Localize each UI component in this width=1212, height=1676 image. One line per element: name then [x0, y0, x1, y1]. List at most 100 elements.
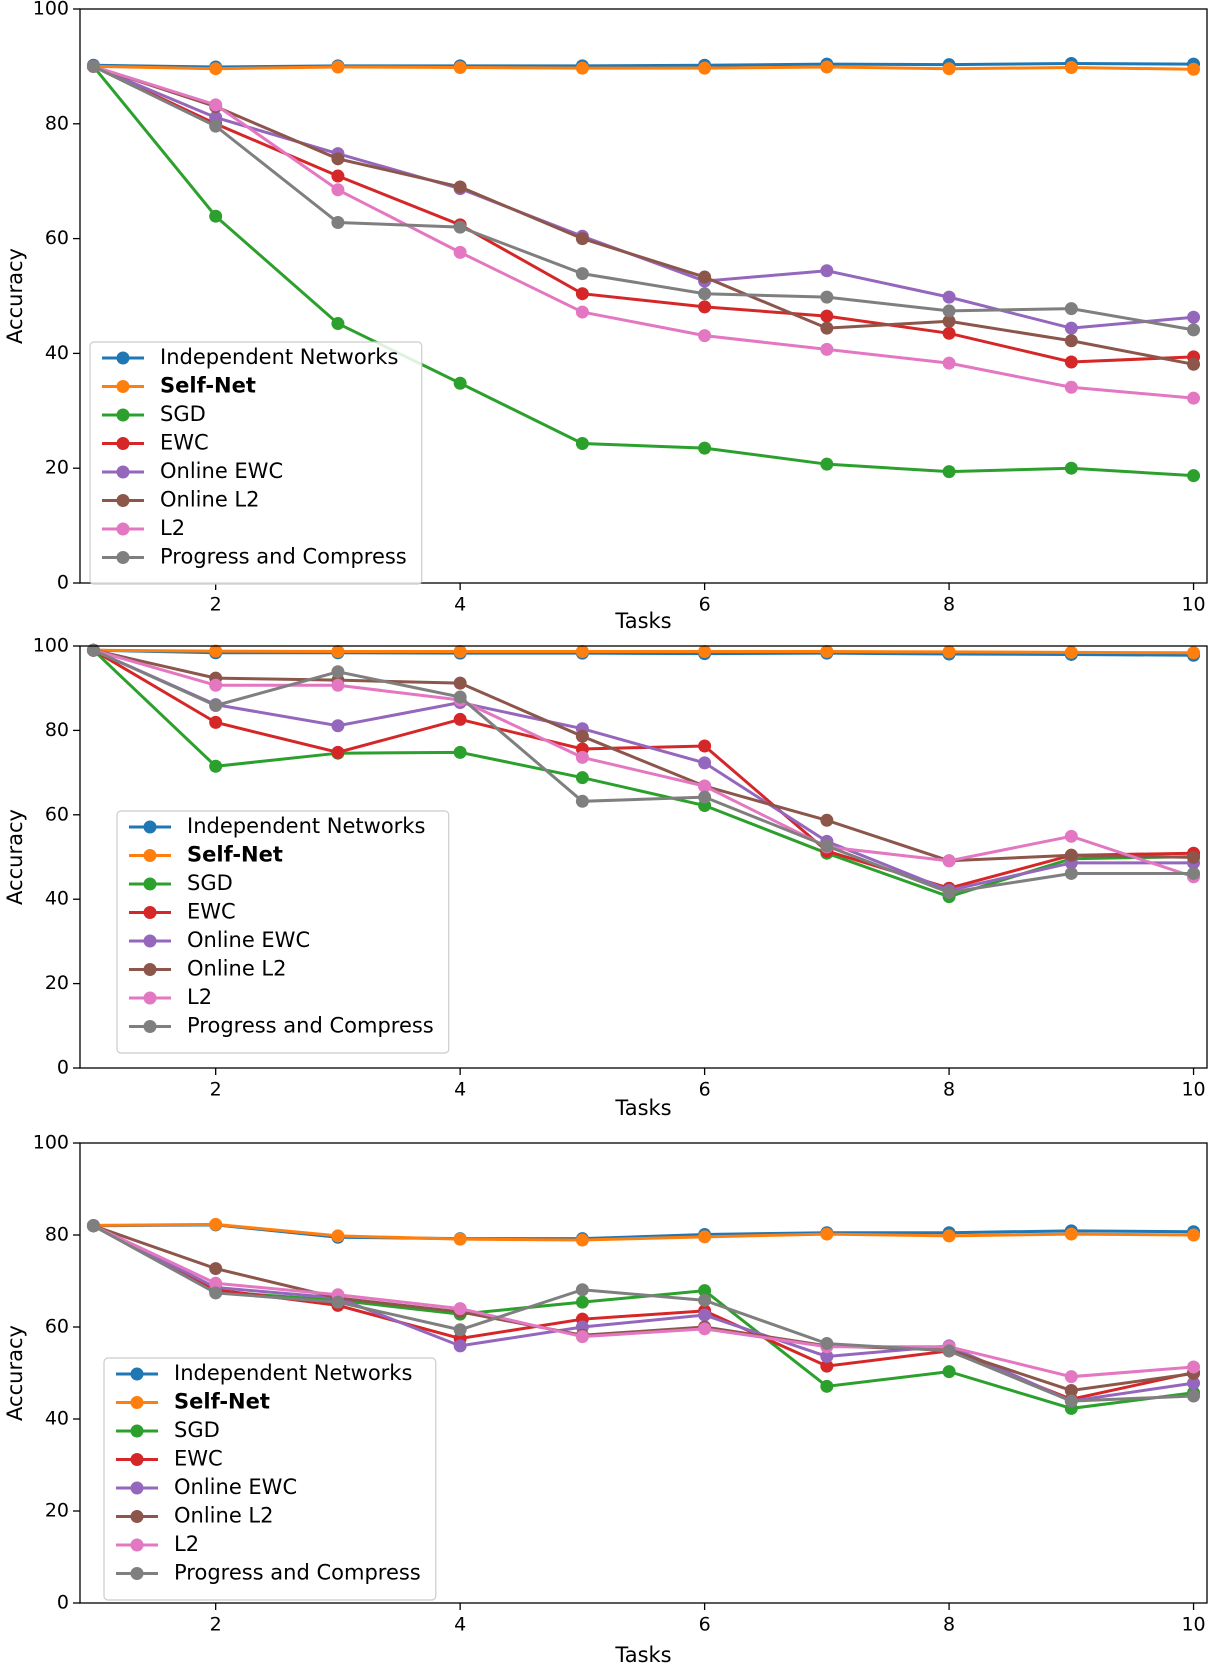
data-point — [942, 1365, 956, 1379]
legend-marker — [116, 494, 130, 507]
legend-label: Independent Networks — [160, 345, 398, 369]
data-point — [331, 317, 345, 331]
data-point — [698, 61, 712, 75]
legend-label: Online L2 — [187, 957, 286, 981]
legend-box — [116, 810, 450, 1054]
series-line — [93, 648, 1195, 879]
data-point — [331, 183, 345, 197]
legend-label: Self-Net — [160, 374, 256, 398]
legend-label: L2 — [174, 1532, 199, 1556]
data-point — [820, 1359, 834, 1373]
legend-marker — [143, 963, 157, 976]
data-point — [575, 729, 589, 743]
y-axis-label: Accuracy — [3, 248, 27, 344]
data-point — [942, 1229, 956, 1243]
data-point — [942, 885, 956, 899]
data-point — [820, 1337, 834, 1351]
data-point — [820, 60, 834, 74]
x-tick-label: 8 — [943, 1614, 955, 1636]
x-tick-label: 2 — [210, 1079, 222, 1101]
y-tick-label: 40 — [45, 888, 69, 910]
x-tick-label: 10 — [1181, 594, 1205, 616]
data-point — [209, 62, 223, 76]
y-tick-label: 100 — [33, 1132, 69, 1154]
data-point — [453, 1232, 467, 1246]
legend-label: L2 — [187, 985, 212, 1009]
data-point — [820, 309, 834, 323]
data-point — [331, 745, 345, 759]
data-point — [942, 854, 956, 868]
legend-marker — [130, 1424, 144, 1438]
legend-marker — [116, 437, 130, 450]
data-point — [1064, 1227, 1078, 1241]
data-point — [698, 1284, 712, 1298]
data-point — [1187, 866, 1201, 880]
y-tick-label: 0 — [57, 1592, 69, 1614]
data-point — [942, 645, 956, 659]
series-line — [92, 1224, 1194, 1393]
legend-marker — [143, 934, 157, 948]
y-tick-label: 100 — [33, 0, 69, 20]
data-point — [820, 1379, 834, 1393]
data-point — [453, 1302, 467, 1316]
data-point — [1064, 829, 1078, 843]
legend-marker — [143, 906, 157, 919]
legend-marker — [130, 1481, 144, 1495]
x-tick-label: 4 — [454, 1079, 466, 1101]
data-point — [1064, 61, 1078, 75]
x-tick-label: 6 — [699, 1614, 711, 1636]
data-point — [942, 62, 956, 76]
data-point — [820, 321, 834, 335]
data-point — [453, 644, 467, 658]
data-point — [1064, 302, 1078, 316]
data-point — [1064, 1383, 1078, 1397]
data-point — [1187, 310, 1201, 324]
data-point — [698, 1322, 712, 1336]
legend-marker — [143, 1020, 157, 1033]
data-point — [1064, 461, 1078, 475]
legend-marker — [143, 877, 157, 891]
y-tick-label: 20 — [45, 1500, 69, 1522]
series-line — [92, 65, 1194, 478]
data-point — [209, 678, 223, 692]
data-point — [698, 739, 712, 753]
data-point — [1187, 1228, 1201, 1242]
series-line — [92, 65, 1194, 330]
data-point — [575, 750, 589, 764]
legend-label: Online EWC — [174, 1475, 297, 1499]
data-point — [209, 644, 223, 658]
data-point — [575, 1283, 589, 1297]
data-point — [86, 1219, 100, 1233]
legend-label: SGD — [187, 871, 233, 895]
data-point — [575, 437, 589, 451]
data-point — [820, 813, 834, 827]
series-line — [92, 648, 1194, 890]
data-point — [1064, 645, 1078, 659]
data-point — [331, 60, 345, 74]
data-point — [575, 771, 589, 785]
data-point — [209, 209, 223, 223]
series-line — [92, 1224, 1194, 1403]
y-tick-label: 80 — [45, 1224, 69, 1246]
data-point — [453, 376, 467, 390]
data-point — [209, 759, 223, 773]
data-point — [820, 1227, 834, 1241]
legend-label: Progress and Compress — [187, 1014, 434, 1038]
data-point — [453, 180, 467, 194]
x-tick-label: 4 — [454, 1614, 466, 1636]
data-point — [209, 119, 223, 133]
legend-label: EWC — [187, 900, 236, 924]
series-line — [92, 65, 1194, 332]
data-point — [209, 715, 223, 729]
series-line — [92, 64, 1194, 400]
data-point — [1187, 323, 1201, 337]
data-point — [820, 1349, 834, 1363]
data-point — [575, 61, 589, 75]
data-point — [942, 465, 956, 479]
data-point — [575, 794, 589, 808]
data-point — [942, 314, 956, 328]
data-point — [1187, 1389, 1201, 1403]
data-point — [453, 745, 467, 759]
legend-marker — [143, 820, 157, 834]
